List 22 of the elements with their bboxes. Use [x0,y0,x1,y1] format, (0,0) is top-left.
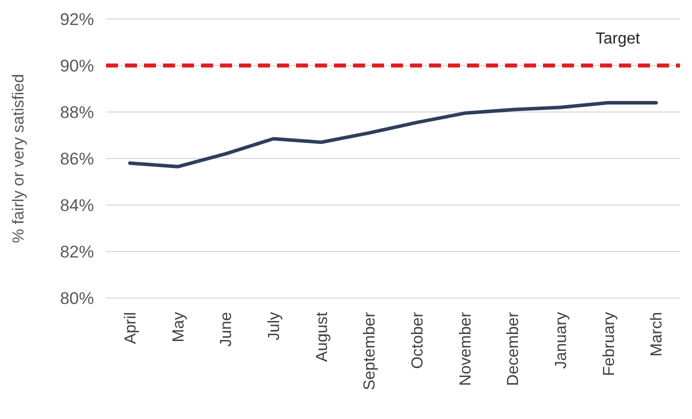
y-axis-title: % fairly or very satisfied [10,74,28,243]
x-tick-label: August [314,311,331,362]
ref-line-label: Target [596,30,641,48]
x-tick-label: October [410,311,427,369]
line-series [128,100,658,168]
y-tick-label: 84% [60,196,94,215]
y-tick-label: 92% [60,10,94,29]
x-tick-label: February [600,312,618,376]
y-tick-label: 88% [60,102,94,122]
x-tick-label: March [648,312,666,356]
x-tick-label: July [266,312,284,340]
y-tick-label: 86% [60,149,94,168]
x-tick-label: November [457,311,474,386]
x-tick-label: January [553,312,570,369]
x-tick-label: May [170,312,188,342]
y-tick-label: 90% [60,56,94,76]
y-tick-label: 80% [60,288,94,308]
x-tick-label: April [122,312,140,344]
x-tick-label: September [362,311,379,390]
y-tick-label: 82% [60,242,94,262]
x-tick-label: December [505,311,522,386]
x-tick-label: June [218,312,236,347]
